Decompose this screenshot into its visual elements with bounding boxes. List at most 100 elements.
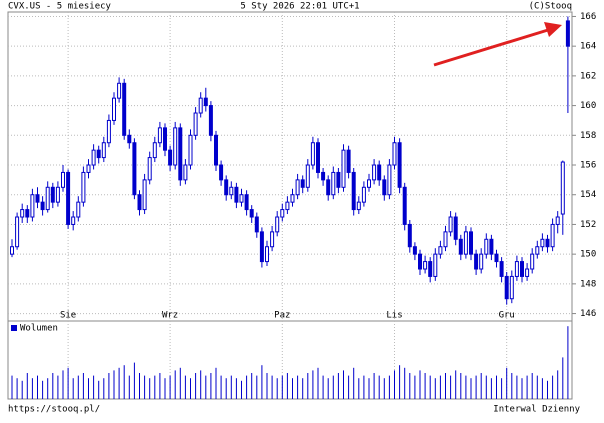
candle-body bbox=[280, 209, 285, 218]
candle-body bbox=[142, 179, 147, 211]
volume-bar bbox=[159, 373, 161, 399]
volume-bar bbox=[460, 373, 462, 399]
volume-bar bbox=[343, 370, 344, 399]
candle-body bbox=[356, 201, 361, 211]
volume-bar bbox=[506, 367, 508, 399]
x-tick-label: Paz bbox=[274, 311, 290, 321]
volume-bar bbox=[195, 373, 197, 399]
volume-bar bbox=[149, 378, 151, 399]
candle-body bbox=[448, 216, 453, 233]
volume-bar bbox=[414, 375, 416, 399]
candle-body bbox=[310, 142, 315, 166]
volume-bar bbox=[445, 373, 446, 399]
candle-body bbox=[61, 171, 65, 188]
x-tick-label: Gru bbox=[499, 311, 515, 321]
candle-body bbox=[112, 97, 116, 121]
legend-label: Wolumen bbox=[20, 324, 58, 334]
candle-body bbox=[157, 127, 162, 144]
volume-bar bbox=[72, 378, 74, 399]
volume-bar bbox=[465, 375, 467, 399]
volume-bar bbox=[404, 367, 406, 399]
volume-bar bbox=[353, 367, 355, 399]
volume-bar bbox=[21, 380, 23, 399]
volume-bar bbox=[434, 378, 436, 399]
candle-body bbox=[198, 97, 203, 114]
volume-bar bbox=[312, 370, 314, 399]
volume-bar bbox=[77, 375, 79, 399]
candle-body bbox=[76, 201, 81, 218]
candle-body bbox=[443, 231, 448, 248]
candle-body bbox=[285, 201, 290, 211]
volume-bar bbox=[394, 370, 395, 399]
volume-bar bbox=[205, 375, 207, 399]
volume-bar bbox=[225, 378, 227, 399]
source: (C)Stooq bbox=[529, 2, 572, 12]
volume-bar bbox=[128, 375, 130, 399]
candle-body bbox=[214, 134, 218, 166]
volume-bar bbox=[190, 378, 191, 399]
volume-bar bbox=[358, 378, 360, 399]
volume-bar bbox=[348, 375, 350, 399]
volume-bar bbox=[470, 378, 472, 399]
candle-body bbox=[295, 179, 300, 196]
volume-bar bbox=[383, 378, 385, 399]
candle-body bbox=[300, 179, 305, 188]
volume-bar bbox=[567, 326, 569, 399]
x-tick-label: Wrz bbox=[162, 311, 178, 321]
volume-bar bbox=[388, 375, 390, 399]
candle-body bbox=[275, 216, 280, 233]
volume-bar bbox=[241, 380, 242, 399]
volume-bar bbox=[144, 375, 146, 399]
volume-bar bbox=[52, 373, 54, 399]
candle-body bbox=[25, 209, 30, 218]
chart-subtitle: 5 Sty 2026 22:01 UTC+1 bbox=[240, 2, 359, 12]
volume-bar bbox=[322, 375, 324, 399]
volume-bar bbox=[179, 367, 181, 399]
volume-bar bbox=[37, 375, 38, 399]
volume-bar bbox=[557, 370, 559, 399]
candle-body bbox=[560, 161, 565, 215]
candle-body bbox=[326, 179, 331, 196]
volume-bar bbox=[526, 375, 528, 399]
volume-bar bbox=[246, 375, 248, 399]
volume-bar bbox=[174, 370, 176, 399]
candle-body bbox=[254, 216, 259, 233]
y-tick-label: 162 bbox=[580, 71, 596, 81]
candle-body bbox=[550, 223, 555, 248]
candle-body bbox=[392, 142, 397, 166]
candle-body bbox=[377, 164, 382, 181]
candle-body bbox=[183, 164, 188, 181]
volume-bar bbox=[409, 373, 411, 399]
volume-bar bbox=[307, 373, 309, 399]
volume-bar bbox=[88, 378, 89, 399]
volume-bar bbox=[378, 375, 380, 399]
candle-body bbox=[50, 186, 55, 203]
volume-bar bbox=[363, 375, 365, 399]
volume-bar bbox=[373, 373, 375, 399]
candle-body bbox=[86, 164, 91, 173]
volume-bar bbox=[547, 380, 548, 399]
x-tick-label: Lis bbox=[386, 311, 402, 321]
candle-body bbox=[499, 261, 504, 277]
candle-body bbox=[555, 216, 560, 225]
y-tick-label: 146 bbox=[580, 309, 596, 319]
candle-body bbox=[372, 164, 377, 181]
y-tick-label: 166 bbox=[580, 12, 596, 22]
volume-bar bbox=[501, 378, 503, 399]
candle-body bbox=[15, 216, 20, 248]
candle-body bbox=[351, 171, 356, 211]
volume-bar bbox=[286, 373, 288, 399]
candle-body bbox=[219, 164, 224, 181]
candle-body bbox=[173, 127, 178, 166]
candle-body bbox=[453, 216, 458, 240]
candle-body bbox=[152, 142, 157, 159]
volume-bar bbox=[251, 373, 253, 399]
volume-bar bbox=[536, 375, 538, 399]
candle-body bbox=[520, 261, 524, 277]
candle-body bbox=[203, 97, 208, 107]
candle-body bbox=[514, 261, 519, 277]
candle-body bbox=[509, 275, 514, 300]
candle-body bbox=[540, 238, 545, 248]
candle-body bbox=[147, 157, 152, 181]
